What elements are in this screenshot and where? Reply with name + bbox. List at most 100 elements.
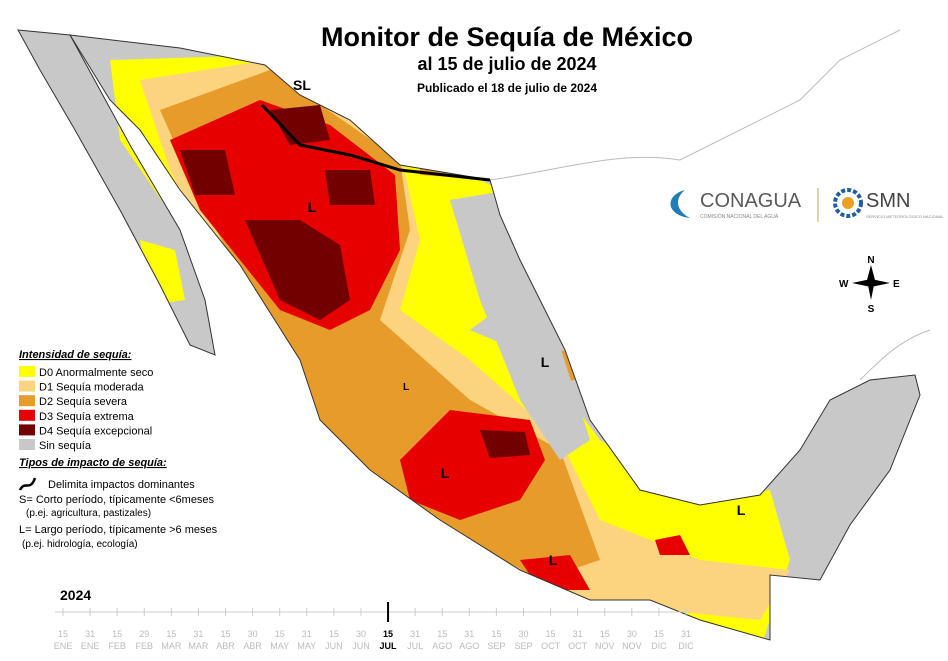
impact-line: Delimita impactos dominantes xyxy=(48,479,195,491)
timeline-month: MAR xyxy=(188,641,209,651)
timeline-month: NOV xyxy=(622,641,642,651)
timeline-month: SEP xyxy=(514,641,532,651)
timeline-month: SEP xyxy=(487,641,505,651)
timeline-month: JUN xyxy=(325,641,343,651)
legend-swatch xyxy=(19,395,35,407)
timeline-day: 15 xyxy=(491,629,501,639)
map-label: L xyxy=(403,382,409,393)
coastline xyxy=(17,29,921,641)
timeline-day: 31 xyxy=(193,629,203,639)
timeline-day: 31 xyxy=(681,629,691,639)
legend-label: D1 Sequía moderada xyxy=(39,382,144,394)
compass-n: N xyxy=(867,255,874,266)
timeline-day: 30 xyxy=(356,629,366,639)
timeline-month: AGO xyxy=(459,641,479,651)
compass-e: E xyxy=(893,279,900,290)
timeline-month: ABR xyxy=(243,641,262,651)
legend-label: D2 Sequía severa xyxy=(39,396,128,408)
conagua-sub: COMISIÓN NACIONAL DEL AGUA xyxy=(700,213,779,220)
map-label: L xyxy=(541,354,550,370)
conagua-logo: CONAGUA COMISIÓN NACIONAL DEL AGUA SMN S… xyxy=(670,188,944,222)
timeline-day: 31 xyxy=(410,629,420,639)
d4-area xyxy=(480,430,530,458)
impact-boundary xyxy=(260,103,491,182)
smn-sub: SERVICIO METEOROLÓGICO NACIONAL xyxy=(866,214,944,219)
timeline-day: 30 xyxy=(248,629,258,639)
d3-area xyxy=(655,535,690,555)
timeline-day: 15 xyxy=(112,629,122,639)
conagua: CONAGUA xyxy=(700,190,802,212)
timeline-month: MAR xyxy=(161,641,182,651)
d4-area xyxy=(180,150,235,195)
timeline-month: FEB xyxy=(108,641,126,651)
timeline-day: 30 xyxy=(518,629,528,639)
timeline-month: OCT xyxy=(568,641,588,651)
d4-area xyxy=(245,220,350,320)
map-label: L xyxy=(737,502,746,518)
timeline-day: 31 xyxy=(302,629,312,639)
timeline-day: 15 xyxy=(275,629,285,639)
timeline-month: MAY xyxy=(270,641,289,651)
timeline-day: 15 xyxy=(166,629,176,639)
legend-label: D3 Sequía extrema xyxy=(39,411,135,423)
map-label: L xyxy=(441,465,450,481)
timeline-day: 31 xyxy=(573,629,583,639)
legend-swatch xyxy=(19,424,35,436)
impact-short-example: (p.ej. agricultura, pastizales) xyxy=(26,508,151,519)
compass: N S E W xyxy=(839,255,900,315)
timeline-month: JUL xyxy=(380,641,398,651)
timeline-day: 15 xyxy=(329,629,339,639)
legend-swatch xyxy=(19,409,35,421)
timeline-day: 30 xyxy=(627,629,637,639)
timeline-day: 29 xyxy=(139,629,149,639)
timeline-month: FEB xyxy=(136,641,154,651)
timeline-day: 15 xyxy=(546,629,556,639)
timeline-day: 15 xyxy=(654,629,664,639)
timeline-month: OCT xyxy=(541,641,561,651)
d4-area xyxy=(325,170,375,205)
map-label: SL xyxy=(293,77,311,93)
smn: SMN xyxy=(866,190,910,212)
legend: Intensidad de sequía: Tipos de impacto d… xyxy=(18,349,218,550)
no-drought xyxy=(18,30,120,140)
no-drought xyxy=(450,190,590,460)
published: Publicado el 18 de julio de 2024 xyxy=(417,81,597,95)
map-label: L xyxy=(308,199,317,215)
timeline-month: ABR xyxy=(216,641,235,651)
compass-w: W xyxy=(839,279,849,290)
timeline-day: 15 xyxy=(437,629,447,639)
timeline-month: ENE xyxy=(54,641,73,651)
timeline-month: MAY xyxy=(297,641,316,651)
timeline-day: 31 xyxy=(464,629,474,639)
timeline-day: 15 xyxy=(221,629,231,639)
d4-area xyxy=(270,105,330,145)
timeline-day: 15 xyxy=(600,629,610,639)
timeline-day: 15 xyxy=(58,629,68,639)
timeline-day: 31 xyxy=(85,629,95,639)
timeline-month: JUN xyxy=(352,641,370,651)
impact-long: L= Largo período, típicamente >6 meses xyxy=(19,524,218,536)
timeline-day: 15 xyxy=(383,629,393,639)
timeline-month: JUL xyxy=(407,641,423,651)
compass-s: S xyxy=(868,304,875,315)
impact-long-example: (p.ej. hidrología, ecología) xyxy=(22,539,138,550)
timeline-month: DIC xyxy=(678,641,694,651)
legend-label: D0 Anormalmente seco xyxy=(39,367,153,379)
subtitle: al 15 de julio de 2024 xyxy=(417,54,596,74)
impact-short: S= Corto período, típicamente <6meses xyxy=(19,494,215,506)
title: Monitor de Sequía de México xyxy=(321,22,693,52)
legend-swatch xyxy=(19,439,35,450)
legend-swatch xyxy=(19,380,35,392)
timeline-year: 2024 xyxy=(60,587,91,603)
legend-label: D4 Sequía excepcional xyxy=(39,425,152,437)
legend-label: Sin sequía xyxy=(39,440,92,452)
legend-swatch xyxy=(19,366,35,377)
timeline-month: NOV xyxy=(595,641,615,651)
timeline-month: ENE xyxy=(81,641,100,651)
timeline-month: AGO xyxy=(432,641,452,651)
impacts-title: Tipos de impacto de sequía: xyxy=(19,457,167,469)
legend-title: Intensidad de sequía: xyxy=(19,349,132,361)
timeline-month: DIC xyxy=(651,641,667,651)
